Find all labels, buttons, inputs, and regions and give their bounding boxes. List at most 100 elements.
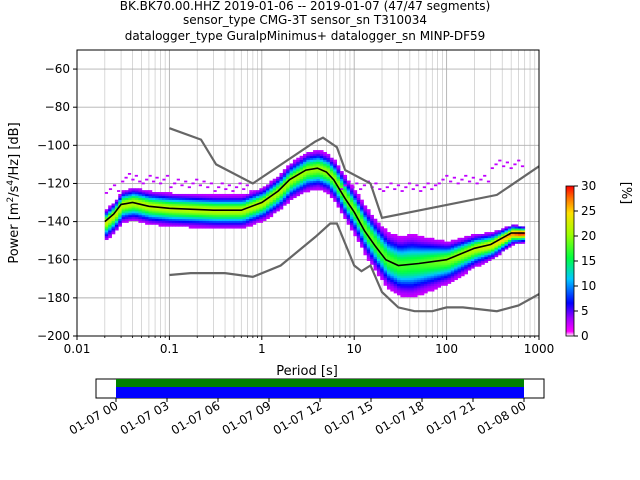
density-cell bbox=[302, 159, 307, 162]
density-cell bbox=[484, 249, 489, 252]
density-cell bbox=[336, 167, 341, 170]
density-cell bbox=[319, 157, 324, 160]
density-cell bbox=[373, 249, 378, 252]
density-cell bbox=[225, 211, 230, 214]
density-cell bbox=[450, 247, 455, 250]
density-cell bbox=[353, 218, 358, 221]
density-cell bbox=[444, 272, 448, 275]
density-cell bbox=[306, 182, 311, 185]
density-cell bbox=[450, 272, 455, 275]
density-cell bbox=[417, 291, 421, 294]
density-cell bbox=[229, 199, 233, 202]
density-cell bbox=[286, 193, 290, 197]
density-cell bbox=[450, 251, 455, 254]
density-cell bbox=[400, 247, 405, 250]
density-cell bbox=[259, 220, 264, 223]
density-cell bbox=[353, 214, 358, 218]
density-cell bbox=[517, 241, 522, 244]
density-cell bbox=[329, 171, 334, 174]
density-cell bbox=[407, 274, 411, 277]
density-cell bbox=[454, 260, 458, 263]
density-cell bbox=[417, 274, 421, 277]
density-cell bbox=[171, 195, 176, 199]
density-cell bbox=[353, 224, 358, 227]
density-cell bbox=[124, 207, 129, 210]
density-cell bbox=[413, 241, 418, 244]
density-cell bbox=[155, 201, 159, 204]
density-cell bbox=[161, 222, 166, 225]
outlier-cell bbox=[155, 176, 159, 179]
density-cell bbox=[333, 174, 337, 178]
density-cell bbox=[470, 249, 475, 252]
density-cell bbox=[346, 199, 351, 202]
density-cell bbox=[255, 214, 260, 218]
density-cell bbox=[141, 197, 146, 200]
density-cell bbox=[350, 218, 354, 221]
density-cell bbox=[121, 213, 126, 216]
density-cell bbox=[417, 281, 421, 284]
density-cell bbox=[245, 211, 250, 214]
density-cell bbox=[380, 226, 385, 229]
density-cell bbox=[155, 192, 159, 195]
density-cell bbox=[491, 245, 495, 248]
density-cell bbox=[232, 213, 237, 216]
density-cell bbox=[437, 245, 442, 248]
density-cell bbox=[376, 254, 381, 258]
density-cell bbox=[326, 169, 331, 172]
density-cell bbox=[138, 199, 143, 202]
density-cell bbox=[235, 218, 240, 221]
density-cell bbox=[326, 180, 331, 183]
density-cell bbox=[346, 216, 351, 220]
density-cell bbox=[266, 209, 270, 212]
density-cell bbox=[118, 214, 123, 218]
time-tick-label: 01-07 09 bbox=[220, 398, 274, 437]
density-cell bbox=[309, 186, 314, 189]
density-cell bbox=[430, 289, 435, 292]
density-cell bbox=[286, 171, 290, 174]
density-cell bbox=[467, 245, 472, 248]
density-cell bbox=[202, 220, 206, 223]
density-cell bbox=[413, 233, 418, 237]
density-cell bbox=[212, 226, 217, 229]
density-cell bbox=[440, 268, 445, 271]
density-cell bbox=[450, 245, 455, 248]
density-cell bbox=[433, 270, 438, 273]
density-cell bbox=[171, 193, 176, 197]
density-cell bbox=[262, 207, 267, 210]
density-cell bbox=[380, 232, 385, 235]
density-cell bbox=[423, 241, 428, 244]
density-cell bbox=[208, 205, 213, 208]
density-cell bbox=[222, 205, 227, 208]
outlier-cell bbox=[112, 184, 117, 187]
density-cell bbox=[403, 266, 408, 269]
density-cell bbox=[407, 239, 411, 242]
density-cell bbox=[319, 184, 324, 187]
density-cell bbox=[407, 237, 411, 241]
density-cell bbox=[232, 214, 237, 218]
density-cell bbox=[440, 270, 445, 273]
density-cell bbox=[407, 235, 411, 239]
density-cell bbox=[413, 253, 418, 256]
density-cell bbox=[427, 277, 432, 281]
density-cell bbox=[447, 243, 452, 246]
y-tick-label: −160 bbox=[37, 253, 70, 267]
density-cell bbox=[363, 251, 368, 254]
density-cell bbox=[225, 193, 230, 197]
density-cell bbox=[470, 251, 475, 254]
density-cell bbox=[151, 214, 156, 218]
density-cell bbox=[403, 279, 408, 282]
density-cell bbox=[306, 161, 311, 164]
density-cell bbox=[313, 178, 317, 181]
density-cell bbox=[373, 253, 378, 256]
density-cell bbox=[185, 222, 190, 225]
density-cell bbox=[155, 197, 159, 200]
density-cell bbox=[430, 266, 435, 269]
density-cell bbox=[400, 270, 405, 273]
density-cell bbox=[121, 195, 126, 199]
density-cell bbox=[410, 233, 415, 237]
density-cell bbox=[440, 254, 445, 258]
density-cell bbox=[262, 216, 267, 220]
density-cell bbox=[390, 241, 395, 244]
density-cell bbox=[430, 270, 435, 273]
density-cell bbox=[299, 172, 304, 176]
